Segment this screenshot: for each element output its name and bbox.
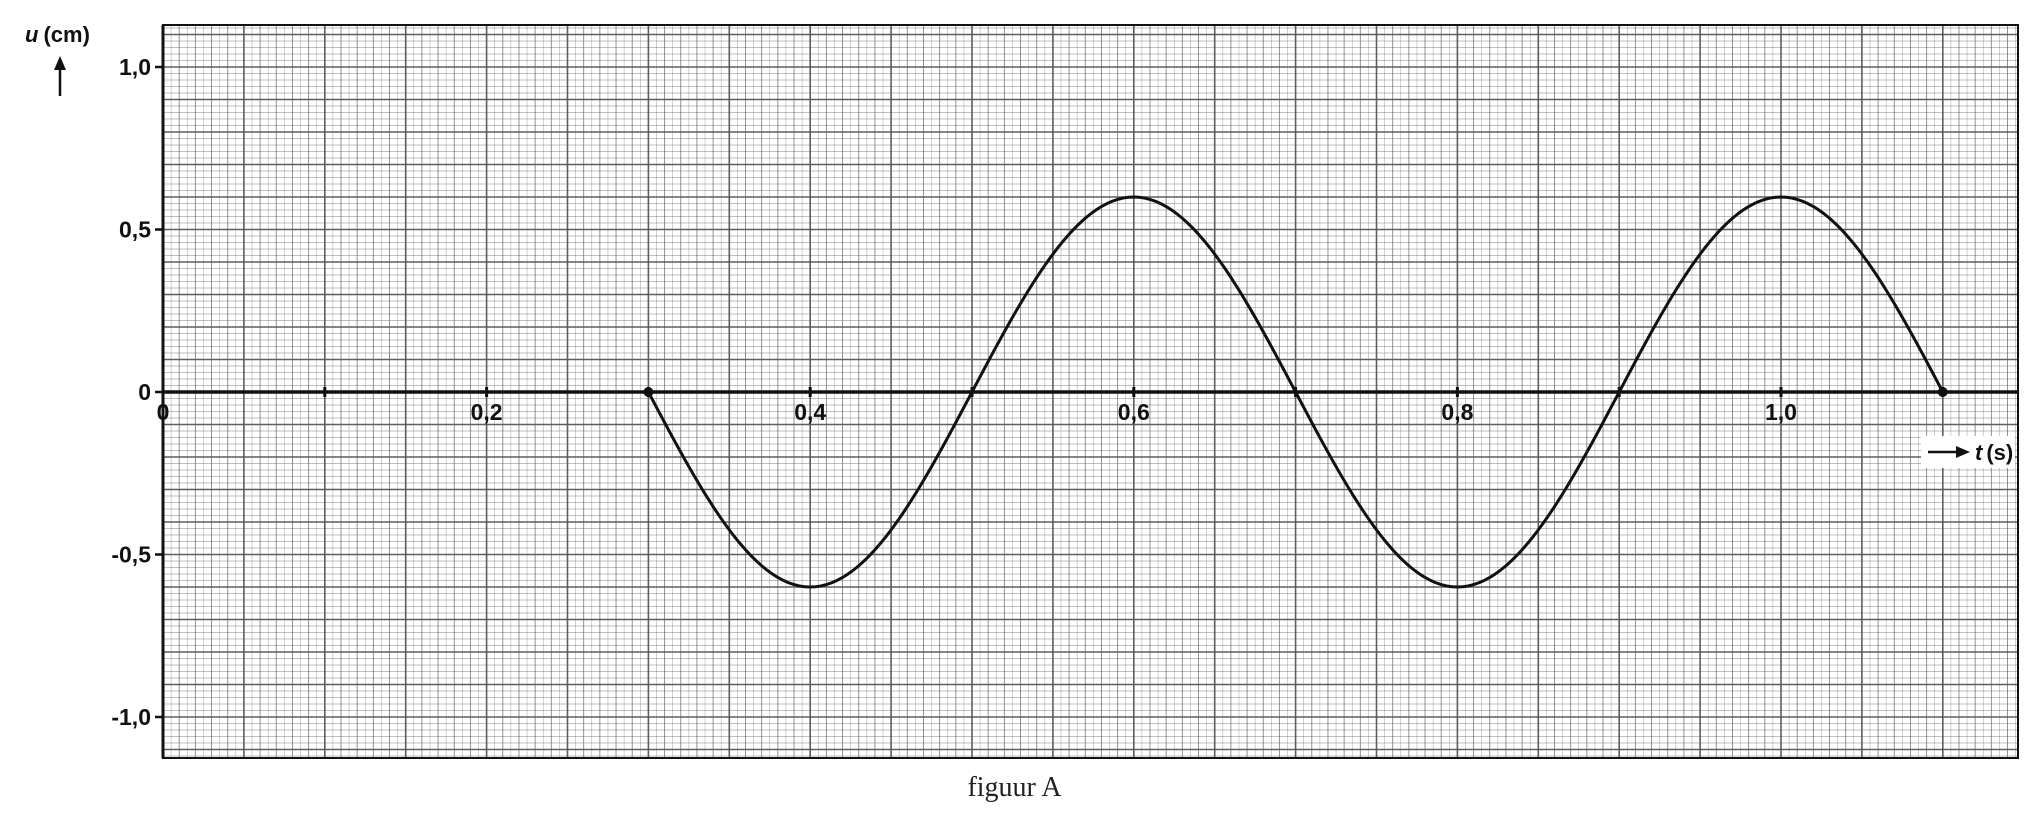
series-point [643, 387, 654, 397]
graph-paper-grid [162, 24, 2019, 759]
data-series [163, 195, 1948, 589]
y-axis-arrowhead-icon [54, 56, 66, 70]
y-tick-label: 0,5 [119, 217, 151, 243]
x-tick-label: 0,2 [471, 399, 503, 425]
displacement-time-chart: 0 0,2 0,4 0,6 0,8 1,0 1,0 0,5 0 -0,5 -1,0 u (cm) t (s… [0, 0, 2029, 770]
plot-background [0, 0, 2029, 770]
y-axis-label: u (cm) [25, 22, 90, 47]
x-tick-label: 0 [157, 399, 170, 425]
x-tick-label: 0,8 [1441, 399, 1473, 425]
x-tick-label: 1,0 [1765, 399, 1797, 425]
figure-caption: figuur A [967, 772, 1062, 803]
tick-labels: 0 0,2 0,4 0,6 0,8 1,0 1,0 0,5 0 -0,5 -1,0 [111, 54, 1797, 730]
y-tick-label: -1,0 [111, 704, 151, 730]
series-line-0 [163, 195, 1945, 589]
y-tick-label: 1,0 [119, 54, 151, 80]
series-point [1937, 387, 1948, 397]
y-tick-label: -0,5 [111, 542, 151, 568]
x-axis-arrowhead-icon [1956, 446, 1970, 458]
axis-labels: u (cm) t (s) [25, 22, 2015, 468]
x-axis-label: t (s) [1975, 440, 2013, 465]
x-tick-label: 0,6 [1118, 399, 1150, 425]
y-tick-label: 0 [138, 379, 151, 405]
x-tick-label: 0,4 [794, 399, 826, 425]
